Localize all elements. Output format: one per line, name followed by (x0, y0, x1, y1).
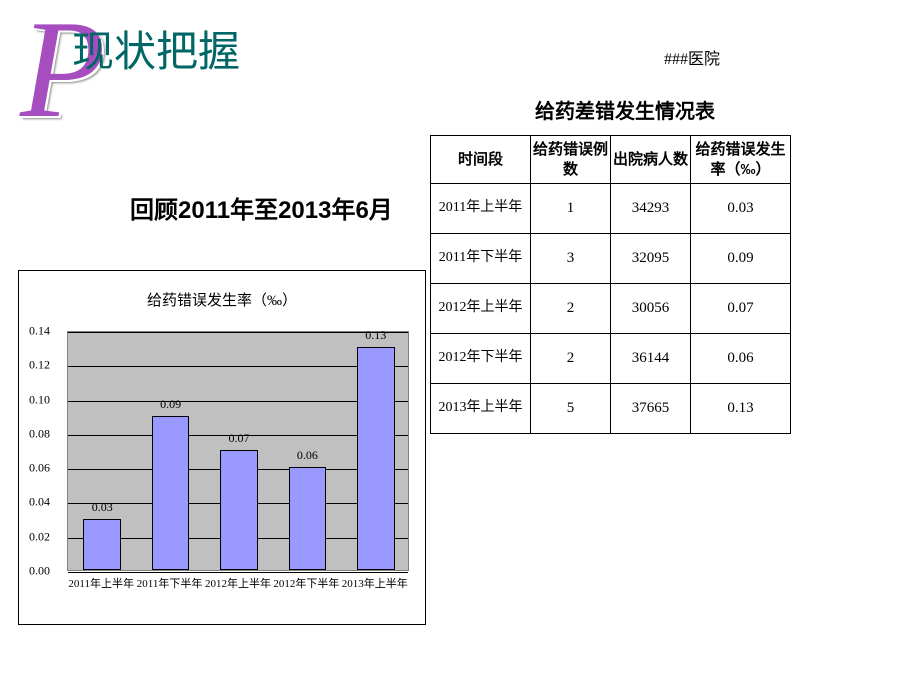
cell-period: 2012年上半年 (431, 284, 531, 334)
chart-bar (152, 416, 190, 570)
cell-period: 2011年上半年 (431, 184, 531, 234)
cell-errors: 1 (531, 184, 611, 234)
error-data-table: 时间段 给药错误例数 出院病人数 给药错误发生率（‰） 2011年上半年1342… (430, 135, 791, 434)
chart-bar (357, 347, 395, 570)
chart-bar (289, 467, 327, 570)
y-tick-label: 0.08 (29, 426, 50, 441)
table-row: 2013年上半年5376650.13 (431, 384, 791, 434)
cell-patients: 32095 (611, 234, 691, 284)
cell-errors: 5 (531, 384, 611, 434)
cell-period: 2012年下半年 (431, 334, 531, 384)
bar-value-label: 0.07 (229, 431, 250, 446)
cell-errors: 2 (531, 284, 611, 334)
th-errors: 给药错误例数 (531, 136, 611, 184)
cell-rate: 0.13 (691, 384, 791, 434)
cell-errors: 2 (531, 334, 611, 384)
gridline (68, 572, 408, 573)
cell-rate: 0.06 (691, 334, 791, 384)
cell-patients: 37665 (611, 384, 691, 434)
bar-value-label: 0.09 (160, 397, 181, 412)
table-row: 2011年下半年3320950.09 (431, 234, 791, 284)
table-title: 给药差错发生情况表 (535, 95, 715, 124)
th-rate: 给药错误发生率（‰） (691, 136, 791, 184)
chart-title: 给药错误发生率（‰） (19, 271, 425, 320)
cell-rate: 0.07 (691, 284, 791, 334)
table-row: 2011年上半年1342930.03 (431, 184, 791, 234)
cell-errors: 3 (531, 234, 611, 284)
bar-value-label: 0.13 (365, 328, 386, 343)
cell-period: 2013年上半年 (431, 384, 531, 434)
y-tick-label: 0.00 (29, 564, 50, 579)
th-period: 时间段 (431, 136, 531, 184)
y-tick-label: 0.06 (29, 461, 50, 476)
slide-title: 现状把握 (72, 18, 240, 79)
x-tick-label: 2013年上半年 (342, 575, 408, 591)
y-tick-label: 0.02 (29, 529, 50, 544)
chart-bar (83, 519, 121, 570)
y-tick-label: 0.10 (29, 392, 50, 407)
table-row: 2012年上半年2300560.07 (431, 284, 791, 334)
table-header-row: 时间段 给药错误例数 出院病人数 给药错误发生率（‰） (431, 136, 791, 184)
x-tick-label: 2012年上半年 (205, 575, 271, 591)
cell-rate: 0.03 (691, 184, 791, 234)
cell-rate: 0.09 (691, 234, 791, 284)
th-patients: 出院病人数 (611, 136, 691, 184)
hospital-label: ###医院 (664, 45, 720, 69)
x-tick-label: 2011年上半年 (68, 575, 134, 591)
review-subtitle: 回顾2011年至2013年6月 (130, 190, 393, 225)
chart-plot-area: 0.03 0.09 0.07 0.06 0.13 (67, 331, 409, 571)
x-tick-label: 2011年下半年 (137, 575, 203, 591)
bar-chart: 给药错误发生率（‰） 0.03 0.09 0.07 0.06 0.13 0.00 0.02… (18, 270, 426, 625)
bar-value-label: 0.06 (297, 448, 318, 463)
y-tick-label: 0.14 (29, 324, 50, 339)
table-row: 2012年下半年2361440.06 (431, 334, 791, 384)
x-tick-label: 2012年下半年 (273, 575, 339, 591)
cell-patients: 30056 (611, 284, 691, 334)
cell-patients: 34293 (611, 184, 691, 234)
gridline (68, 332, 408, 333)
bar-value-label: 0.03 (92, 500, 113, 515)
chart-bar (220, 450, 258, 570)
y-tick-label: 0.04 (29, 495, 50, 510)
cell-period: 2011年下半年 (431, 234, 531, 284)
y-tick-label: 0.12 (29, 358, 50, 373)
cell-patients: 36144 (611, 334, 691, 384)
